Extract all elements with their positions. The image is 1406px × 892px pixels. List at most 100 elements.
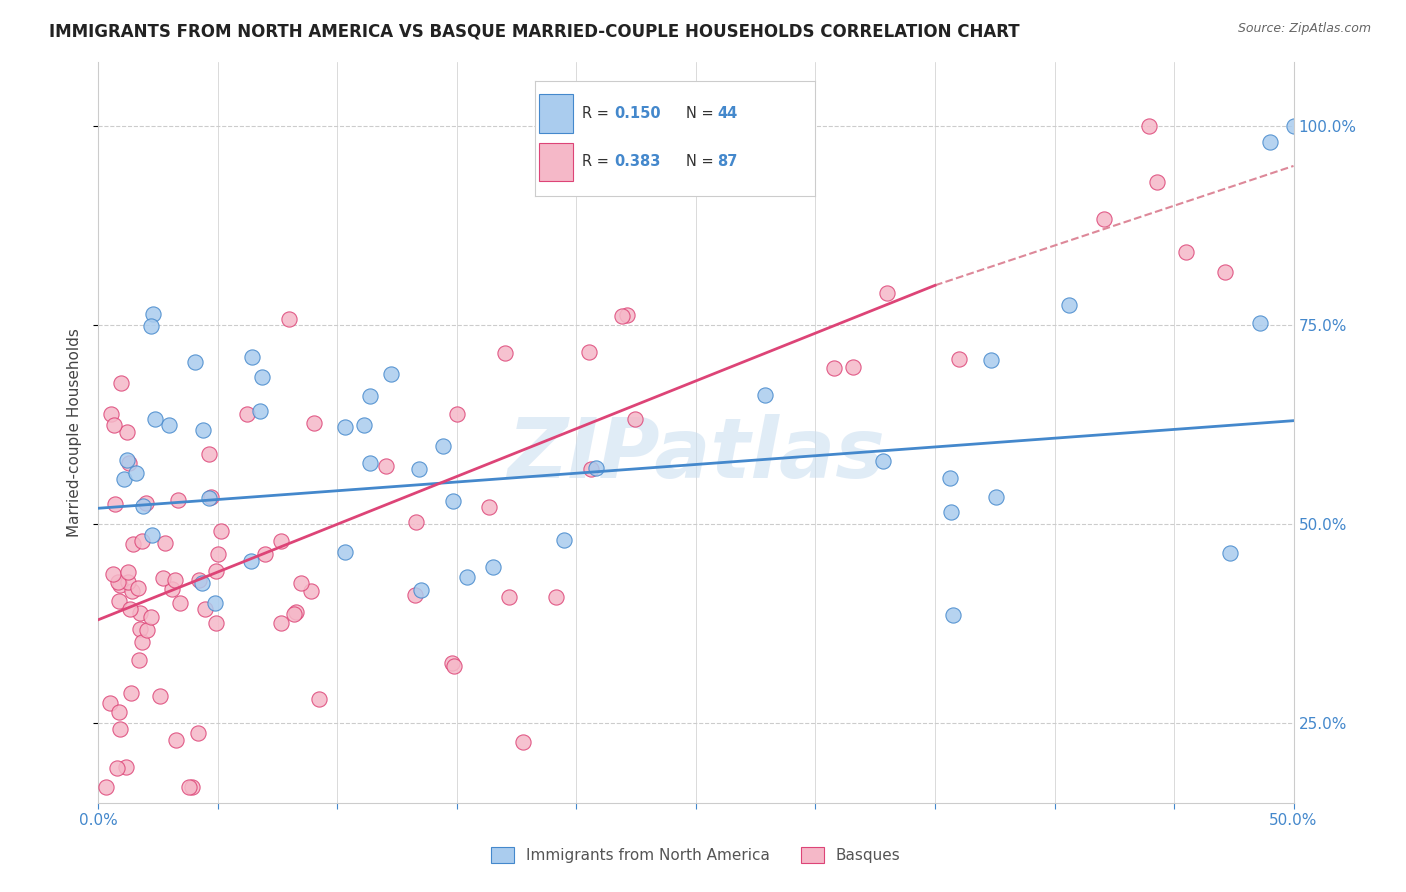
Point xyxy=(984,491,1007,505)
Point xyxy=(270,616,292,631)
Point xyxy=(132,499,155,513)
Point xyxy=(585,461,607,475)
Point xyxy=(108,706,131,720)
Point xyxy=(235,407,257,421)
Point xyxy=(108,578,131,592)
Point xyxy=(165,733,187,747)
Point xyxy=(115,425,138,440)
Point xyxy=(198,491,221,505)
Point xyxy=(141,528,163,542)
Point xyxy=(94,780,117,794)
Y-axis label: Married-couple Households: Married-couple Households xyxy=(67,328,83,537)
Point xyxy=(124,466,146,480)
Point xyxy=(118,601,141,615)
Point xyxy=(872,454,894,468)
Point xyxy=(250,370,273,384)
Point xyxy=(117,566,139,580)
Point xyxy=(441,493,464,508)
Point xyxy=(121,537,143,551)
Point xyxy=(408,462,430,476)
Point xyxy=(98,696,121,710)
Point xyxy=(207,547,229,561)
Point xyxy=(239,553,262,567)
Point xyxy=(107,761,129,775)
Point xyxy=(157,418,180,433)
Point xyxy=(1139,119,1161,133)
Point xyxy=(101,567,124,582)
Point xyxy=(404,588,426,602)
Point xyxy=(129,623,152,637)
Point xyxy=(512,735,534,749)
Point xyxy=(380,367,402,381)
Point xyxy=(446,407,468,421)
Point xyxy=(823,361,845,376)
Point xyxy=(359,456,381,470)
Point xyxy=(1057,298,1080,312)
Point xyxy=(117,453,139,467)
Point xyxy=(131,533,153,548)
Point xyxy=(128,653,150,667)
Point xyxy=(205,616,228,631)
Point xyxy=(129,607,152,621)
Point xyxy=(160,582,183,597)
Point xyxy=(544,590,567,604)
Point xyxy=(152,571,174,585)
Point xyxy=(432,439,454,453)
Point xyxy=(876,285,898,300)
Point xyxy=(1092,212,1115,227)
Point xyxy=(270,533,292,548)
Point xyxy=(127,581,149,595)
Point xyxy=(184,355,207,369)
Point xyxy=(104,497,127,511)
Point xyxy=(240,351,263,365)
Point xyxy=(277,312,299,326)
Point xyxy=(980,353,1002,368)
Point xyxy=(149,689,172,703)
Point xyxy=(578,345,600,359)
Point xyxy=(193,423,215,437)
Point xyxy=(579,462,602,476)
Point xyxy=(623,412,645,426)
Point xyxy=(1219,546,1241,560)
Point xyxy=(478,500,501,514)
Point xyxy=(115,760,138,774)
Text: ZIPatlas: ZIPatlas xyxy=(508,414,884,495)
Point xyxy=(249,404,271,418)
Point xyxy=(754,388,776,402)
Point xyxy=(283,607,305,621)
Point xyxy=(333,420,356,434)
Point xyxy=(285,606,308,620)
Point xyxy=(405,515,427,529)
Point xyxy=(942,607,965,622)
Point xyxy=(187,726,209,740)
Point xyxy=(107,593,129,607)
Point xyxy=(494,345,516,359)
Point xyxy=(443,659,465,673)
Point xyxy=(1282,119,1305,133)
Point xyxy=(177,780,200,794)
Point xyxy=(333,544,356,558)
Point xyxy=(359,389,381,403)
Point xyxy=(197,447,219,461)
Point xyxy=(209,524,232,538)
Point xyxy=(107,575,129,590)
Point xyxy=(167,492,190,507)
Point xyxy=(194,602,217,616)
Point xyxy=(612,309,634,323)
Point xyxy=(842,359,865,374)
Point xyxy=(120,686,142,700)
Point xyxy=(948,351,970,366)
Point xyxy=(142,307,165,321)
Point xyxy=(169,596,191,610)
Point xyxy=(440,657,463,671)
Point xyxy=(136,624,159,638)
Point xyxy=(254,547,277,561)
Point xyxy=(117,575,139,590)
Point xyxy=(1258,135,1281,149)
Point xyxy=(200,491,222,505)
Point xyxy=(939,471,962,485)
Text: Source: ZipAtlas.com: Source: ZipAtlas.com xyxy=(1237,22,1371,36)
Point xyxy=(1175,245,1198,260)
Point xyxy=(205,564,228,578)
Point xyxy=(155,535,177,549)
